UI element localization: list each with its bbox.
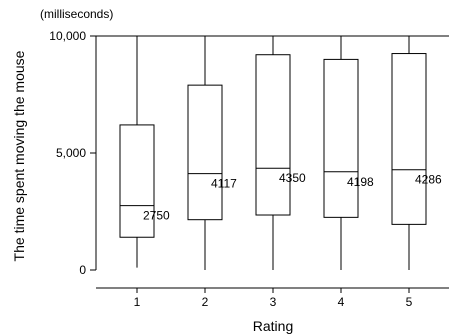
median-value-label: 4198 [347, 175, 374, 189]
x-tick-label: 3 [270, 295, 277, 309]
box-iqr [391, 53, 427, 225]
box-rating-1: 2750 [119, 36, 170, 268]
box-series: 2750 4117 4350 4198 4286 [119, 36, 442, 270]
x-axis-ticks: 1 2 3 4 5 [134, 288, 413, 309]
median-value-label: 4117 [211, 177, 237, 191]
box-rating-3: 4350 [255, 36, 306, 270]
x-tick-label: 1 [134, 295, 141, 309]
box-rating-5: 4286 [391, 36, 442, 270]
box-rating-4: 4198 [323, 36, 374, 270]
unit-label: (milliseconds) [40, 7, 113, 21]
x-tick-label: 5 [406, 295, 413, 309]
x-tick-label: 2 [202, 295, 209, 309]
box-iqr [119, 124, 155, 238]
x-tick-label: 4 [338, 295, 345, 309]
median-value-label: 4350 [279, 171, 306, 185]
y-tick-label: 10,000 [49, 29, 86, 43]
box-iqr [255, 54, 291, 216]
median-value-label: 2750 [143, 209, 170, 223]
y-axis-ticks: 0 5,000 10,000 [49, 29, 96, 277]
y-tick-label: 0 [79, 263, 86, 277]
box-iqr [187, 84, 223, 221]
median-value-label: 4286 [415, 173, 442, 187]
y-tick-label: 5,000 [56, 146, 86, 160]
box-rating-2: 4117 [187, 36, 237, 270]
y-axis-label: The time spent moving the mouse [11, 50, 27, 261]
box-iqr [323, 58, 359, 218]
x-axis-label: Rating [253, 318, 293, 334]
